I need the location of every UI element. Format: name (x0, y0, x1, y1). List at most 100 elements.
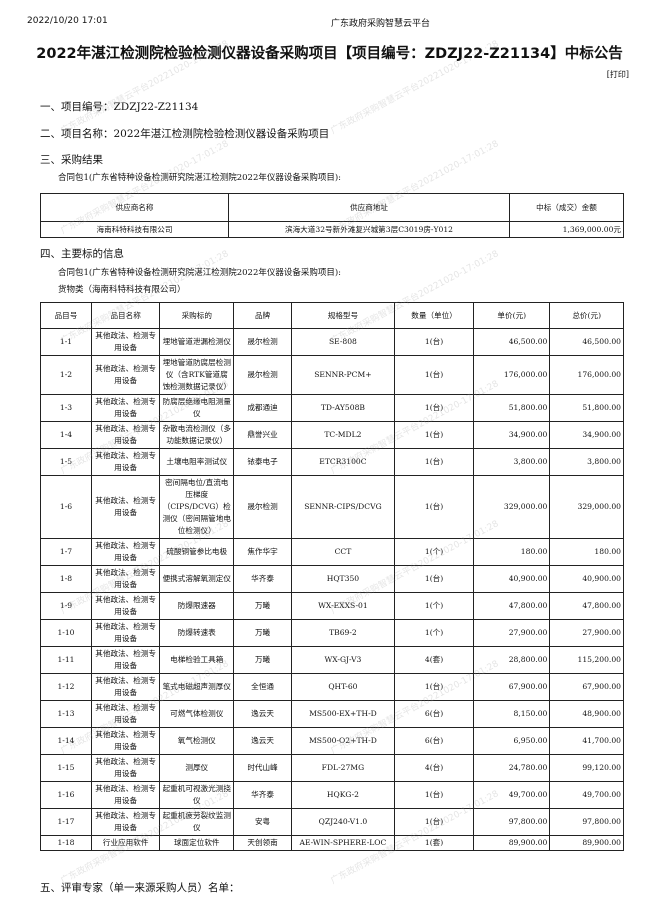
brand: 天创领南 (233, 835, 292, 851)
item-number: 1-8 (40, 565, 92, 593)
item-subject: 球面定位软件 (159, 835, 235, 851)
total-price: 97,800.00 (549, 808, 624, 836)
item-category: 其他政法、检测专用设备 (90, 394, 161, 422)
total-price: 40,900.00 (549, 565, 624, 593)
item-category: 其他政法、检测专用设备 (90, 646, 161, 674)
quantity: 6(台) (393, 727, 475, 755)
col-header: 数量（单位） (393, 302, 475, 329)
brand: 成都通迪 (233, 394, 292, 422)
col-header: 总价(元) (549, 302, 624, 329)
main-items-heading: 四、主要标的信息 (40, 248, 124, 260)
unit-price: 40,900.00 (473, 565, 551, 593)
quantity: 1(台) (393, 475, 475, 539)
item-category: 其他政法、检测专用设备 (90, 538, 161, 566)
item-subject: 可燃气体检测仪 (159, 700, 235, 728)
quantity: 4(台) (393, 754, 475, 782)
supplier-name: 海南科特科技有限公司 (40, 221, 229, 238)
table-row: 1-18 行业应用软件 球面定位软件 天创领南 AE-WIN-SPHERE-LOC 1(套… (40, 835, 624, 851)
item-subject: 埋地管道泄漏检测仪 (159, 328, 235, 356)
unit-price: 8,150.00 (473, 700, 551, 728)
item-category: 其他政法、检测专用设备 (90, 421, 161, 449)
total-price: 3,800.00 (549, 448, 624, 476)
model: SENNR-CIPS/DCVG (290, 475, 395, 539)
model: TB69-2 (290, 619, 395, 647)
item-subject: 电梯检验工具箱 (159, 646, 235, 674)
total-price: 99,120.00 (549, 754, 624, 782)
col-header: 供应商地址 (228, 193, 510, 222)
brand: 全恒通 (233, 673, 292, 701)
col-header: 品目名称 (90, 302, 161, 329)
item-number: 1-14 (40, 727, 92, 755)
item-category: 其他政法、检测专用设备 (90, 448, 161, 476)
quantity: 1(套) (393, 835, 475, 851)
unit-price: 3,800.00 (473, 448, 551, 476)
col-header: 采购标的 (159, 302, 235, 329)
print-link[interactable]: [打印] (606, 70, 629, 79)
item-subject: 笔式电磁超声测厚仪 (159, 673, 235, 701)
item-category: 其他政法、检测专用设备 (90, 781, 161, 809)
model: SENNR-PCM+ (290, 355, 395, 395)
item-subject: 氧气检测仪 (159, 727, 235, 755)
item-subject: 防爆转速表 (159, 619, 235, 647)
contract-package-label: 合同包1(广东省特种设备检测研究院湛江检测院2022年仪器设备采购项目): (58, 268, 342, 278)
total-price: 67,900.00 (549, 673, 624, 701)
item-number: 1-9 (40, 592, 92, 620)
brand: 逸云天 (233, 727, 292, 755)
item-number: 1-18 (40, 835, 92, 851)
total-price: 41,700.00 (549, 727, 624, 755)
model: TD-AY508B (290, 394, 395, 422)
total-price: 115,200.00 (549, 646, 624, 674)
unit-price: 97,800.00 (473, 808, 551, 836)
unit-price: 34,900.00 (473, 421, 551, 449)
platform-name: 广东政府采购智慧云平台 (331, 19, 431, 29)
item-number: 1-2 (40, 355, 92, 395)
table-row: 1-9 其他政法、检测专用设备 防爆限速器 万曦 WX-EXXS-01 1(个) 47,80… (40, 592, 624, 620)
table-row: 1-1 其他政法、检测专用设备 埋地管道泄漏检测仪 晟尔检测 SE-808 1(台) 46,… (40, 328, 624, 356)
unit-price: 49,700.00 (473, 781, 551, 809)
col-header: 品目号 (40, 302, 92, 329)
brand: 华齐泰 (233, 565, 292, 593)
item-subject: 起重机疲劳裂纹监测仪 (159, 808, 235, 836)
brand: 晟尔检测 (233, 355, 292, 395)
table-row: 1-10 其他政法、检测专用设备 防爆转速表 万曦 TB69-2 1(个) 27,900.0… (40, 619, 624, 647)
model: WX-GJ-V3 (290, 646, 395, 674)
project-number: 一、项目编号：ZDZJ22-Z21134 (40, 101, 199, 113)
goods-category-label: 货物类（海南科特科技有限公司） (58, 285, 186, 295)
quantity: 4(套) (393, 646, 475, 674)
item-category: 其他政法、检测专用设备 (90, 727, 161, 755)
total-price: 51,800.00 (549, 394, 624, 422)
unit-price: 47,800.00 (473, 592, 551, 620)
total-price: 34,900.00 (549, 421, 624, 449)
model: QZJ240-V1.0 (290, 808, 395, 836)
table-row: 1-16 其他政法、检测专用设备 起重机可视激光测挠仪 华齐泰 HQKG-2 1(台) 49… (40, 781, 624, 809)
table-row: 1-4 其他政法、检测专用设备 杂散电流检测仪（多功能数据记录仪） 鼎誉兴业 TC-MD… (40, 421, 624, 449)
total-price: 49,700.00 (549, 781, 624, 809)
unit-price: 89,900.00 (473, 835, 551, 851)
table-row: 1-17 其他政法、检测专用设备 起重机疲劳裂纹监测仪 安粤 QZJ240-V1.0 1(… (40, 808, 624, 836)
item-number: 1-6 (40, 475, 92, 539)
item-subject: 土壤电阻率测试仪 (159, 448, 235, 476)
unit-price: 24,780.00 (473, 754, 551, 782)
item-category: 其他政法、检测专用设备 (90, 754, 161, 782)
brand: 铱泰电子 (233, 448, 292, 476)
model: TC-MDL2 (290, 421, 395, 449)
quantity: 1(台) (393, 673, 475, 701)
quantity: 6(台) (393, 700, 475, 728)
item-number: 1-15 (40, 754, 92, 782)
item-number: 1-7 (40, 538, 92, 566)
brand: 晟尔检测 (233, 328, 292, 356)
model: WX-EXXS-01 (290, 592, 395, 620)
brand: 鼎誉兴业 (233, 421, 292, 449)
unit-price: 180.00 (473, 538, 551, 566)
item-number: 1-17 (40, 808, 92, 836)
total-price: 46,500.00 (549, 328, 624, 356)
quantity: 1(台) (393, 808, 475, 836)
supplier-address: 滨海大道32号新外滩复兴城第3层C3019房-Y012 (228, 221, 510, 238)
unit-price: 28,800.00 (473, 646, 551, 674)
model: SE-808 (290, 328, 395, 356)
brand: 万曦 (233, 592, 292, 620)
total-price: 47,800.00 (549, 592, 624, 620)
item-number: 1-13 (40, 700, 92, 728)
item-subject: 测厚仪 (159, 754, 235, 782)
